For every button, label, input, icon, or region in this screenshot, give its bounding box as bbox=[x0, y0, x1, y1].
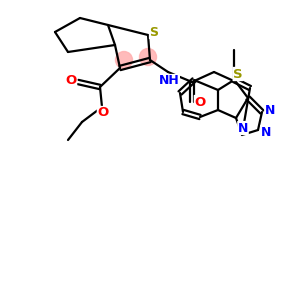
Text: N: N bbox=[261, 125, 271, 139]
Text: S: S bbox=[233, 68, 243, 80]
Text: N: N bbox=[238, 122, 248, 134]
Text: O: O bbox=[65, 74, 76, 88]
Text: NH: NH bbox=[159, 74, 179, 88]
Text: O: O bbox=[98, 106, 109, 119]
Circle shape bbox=[116, 52, 133, 68]
Text: N: N bbox=[265, 104, 275, 118]
Text: O: O bbox=[194, 95, 206, 109]
Circle shape bbox=[140, 49, 157, 65]
Text: S: S bbox=[149, 26, 158, 38]
